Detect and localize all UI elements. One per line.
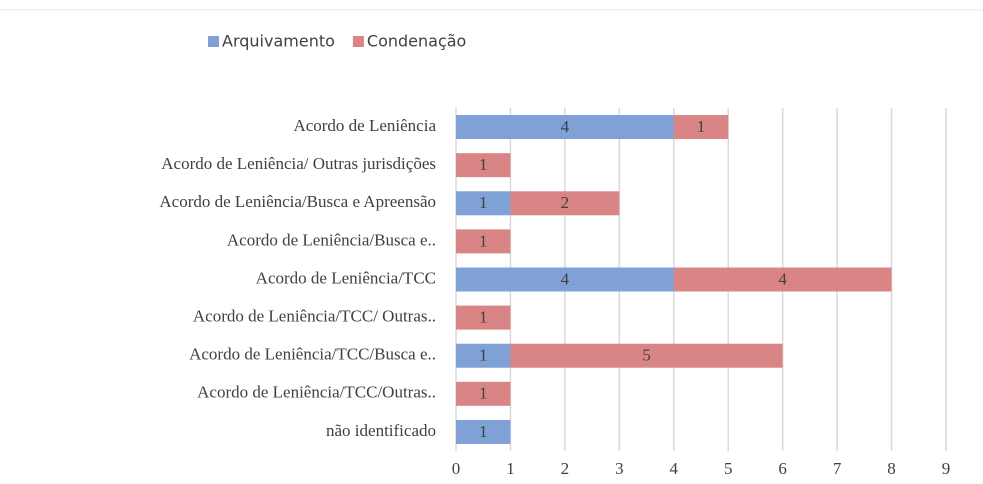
x-tick-label: 3 <box>615 459 624 478</box>
bar <box>456 381 511 406</box>
y-tick-label: Acordo de Leniência/Busca e Apreensão <box>159 192 436 211</box>
x-tick-label: 2 <box>561 459 570 478</box>
data-label: 4 <box>778 269 787 288</box>
y-tick-label: Acordo de Leniência/TCC/ Outras.. <box>193 307 436 326</box>
bar <box>673 267 892 292</box>
legend-swatch <box>208 36 219 47</box>
x-tick-label: 4 <box>670 459 679 478</box>
bar <box>456 191 511 216</box>
x-tick-label: 7 <box>833 459 842 478</box>
bar <box>510 191 620 216</box>
bar <box>456 115 674 140</box>
bar <box>510 343 783 368</box>
data-label: 1 <box>479 155 488 174</box>
data-label: 4 <box>561 117 570 136</box>
bar <box>456 267 674 292</box>
legend-label: Condenação <box>367 32 466 51</box>
y-tick-label: Acordo de Leniência/ Outras jurisdições <box>161 154 436 173</box>
x-tick-label: 1 <box>506 459 515 478</box>
bar <box>456 343 511 368</box>
data-label: 1 <box>479 231 488 250</box>
x-tick-label: 5 <box>724 459 733 478</box>
legend-label: Arquivamento <box>222 32 335 51</box>
y-tick-label: Acordo de Leniência/Busca e.. <box>227 230 436 249</box>
data-label: 1 <box>479 308 488 327</box>
data-label: 2 <box>561 193 570 212</box>
data-label: 1 <box>479 193 488 212</box>
data-label: 1 <box>479 422 488 441</box>
bar <box>673 115 729 140</box>
y-tick-label: Acordo de Leniência/TCC/Outras.. <box>197 383 436 402</box>
data-label: 1 <box>697 117 706 136</box>
legend-swatch <box>352 36 364 47</box>
bar <box>456 419 511 444</box>
y-tick-label: Acordo de Leniência <box>293 116 436 135</box>
y-tick-label: não identificado <box>326 421 436 440</box>
data-label: 4 <box>561 269 570 288</box>
x-tick-label: 9 <box>942 459 951 478</box>
data-label: 1 <box>479 384 488 403</box>
data-label: 5 <box>642 346 651 365</box>
bar <box>456 229 511 254</box>
x-tick-label: 8 <box>887 459 896 478</box>
y-tick-label: Acordo de Leniência/TCC/Busca e.. <box>189 345 436 364</box>
y-tick-label: Acordo de Leniência/TCC <box>256 268 436 287</box>
bar <box>456 153 511 178</box>
x-tick-label: 6 <box>778 459 787 478</box>
data-label: 1 <box>479 346 488 365</box>
x-tick-label: 0 <box>452 459 461 478</box>
bar <box>456 305 511 330</box>
